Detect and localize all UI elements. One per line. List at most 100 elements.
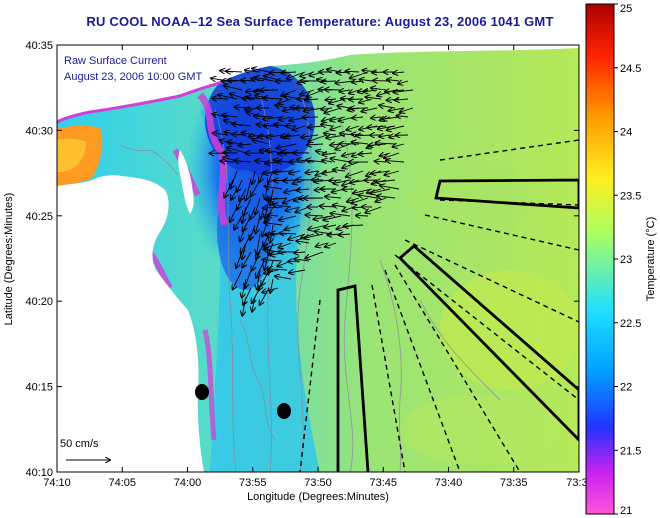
current-vector — [393, 72, 405, 73]
current-vector — [351, 197, 369, 203]
current-vector — [245, 269, 252, 288]
station-marker — [277, 403, 291, 419]
sector-east — [434, 178, 579, 210]
current-vector — [231, 188, 238, 200]
current-vector — [242, 296, 247, 316]
current-vector — [256, 260, 265, 278]
current-vector — [346, 71, 360, 72]
colorbar-tick-label: 21.5 — [620, 445, 641, 457]
current-vector — [362, 108, 378, 111]
current-vector — [240, 224, 247, 241]
current-vector — [341, 98, 355, 99]
current-vector — [243, 215, 252, 231]
current-vector — [242, 206, 247, 223]
current-vector — [212, 98, 229, 99]
current-vector — [359, 79, 373, 81]
current-vector — [279, 215, 297, 220]
current-vector — [375, 161, 387, 162]
current-vector — [226, 71, 243, 72]
y-axis-ticks: 40:35 40:30 40:25 40:20 40:15 40:10 — [25, 40, 579, 479]
cold-edge — [197, 92, 229, 227]
cold-edge — [202, 329, 217, 441]
colorbar-tick-label: 23 — [620, 254, 632, 266]
coastline — [57, 80, 223, 124]
current-vector — [242, 278, 247, 298]
current-vector — [238, 144, 252, 145]
current-vector — [330, 159, 351, 163]
current-vector — [268, 269, 288, 270]
current-vector — [255, 197, 261, 215]
colorbar-tick-label: 22 — [620, 382, 632, 394]
colorbar-tick-label: 21 — [620, 505, 632, 517]
y-tick-label: 40:20 — [25, 296, 53, 308]
current-vector — [324, 225, 337, 228]
current-vector — [322, 153, 337, 155]
dashed-transects — [299, 139, 579, 472]
surface-current-vectors — [210, 68, 414, 316]
current-vector — [376, 198, 387, 202]
current-vector — [246, 179, 252, 201]
map-title: RU COOL NOAA–12 Sea Surface Temperature:… — [86, 14, 554, 29]
current-vector — [346, 170, 364, 177]
current-vector — [230, 206, 238, 222]
colorbar-tick-label: 22.5 — [620, 318, 641, 330]
current-vector — [365, 206, 382, 213]
y-axis-label: Latitude (Degrees:Minutes) — [3, 193, 15, 326]
current-vector — [384, 170, 400, 175]
colorbar-tick-label: 24.5 — [620, 63, 641, 75]
y-tick-label: 40:35 — [25, 40, 53, 52]
current-vector — [387, 125, 405, 130]
current-vector — [325, 197, 342, 198]
current-vector — [268, 215, 279, 216]
colorbar-ticks: 25 24.5 24 23.5 23 22.5 22 21.5 21 — [614, 3, 641, 517]
current-vector — [285, 135, 301, 137]
current-vector — [257, 269, 260, 289]
current-vector — [243, 287, 252, 305]
current-vector — [222, 115, 238, 117]
sector-south — [336, 284, 370, 472]
current-vector — [343, 225, 364, 226]
land-new-jersey — [57, 175, 204, 472]
colorbar-tick-label: 25 — [620, 3, 632, 15]
current-vector — [278, 242, 292, 248]
current-vector — [333, 170, 346, 171]
current-vector — [279, 233, 297, 234]
current-vector — [252, 140, 270, 145]
current-vector — [224, 179, 234, 198]
current-vector — [256, 215, 261, 233]
y-tick-label: 40:25 — [25, 211, 53, 223]
current-vector — [331, 213, 351, 216]
current-vector — [371, 188, 391, 193]
current-vector — [242, 251, 252, 268]
current-vector — [218, 95, 238, 100]
current-vector — [268, 198, 288, 200]
x-tick-label: 74:10 — [43, 477, 71, 489]
current-vector — [265, 186, 283, 189]
current-vector — [359, 153, 373, 154]
current-vector — [296, 241, 310, 243]
x-tick-label: 74:05 — [108, 477, 136, 489]
current-vector — [264, 223, 283, 225]
current-vector — [289, 270, 306, 273]
current-vector — [356, 215, 369, 216]
current-vector — [252, 287, 261, 303]
current-vector — [252, 251, 261, 271]
current-vector — [384, 152, 400, 158]
current-vector — [281, 72, 297, 73]
current-vector — [371, 88, 387, 90]
current-vector — [306, 160, 324, 162]
current-vector — [236, 251, 243, 268]
current-vector — [349, 99, 364, 100]
x-tick-label: 73:40 — [435, 477, 463, 489]
warm-bay — [57, 138, 86, 172]
current-vector — [285, 224, 301, 230]
y-tick-label: 40:30 — [25, 125, 53, 137]
current-vector — [232, 124, 252, 126]
current-vector — [323, 215, 342, 220]
current-vector — [242, 242, 247, 259]
current-vector — [330, 126, 342, 130]
current-vector — [305, 251, 324, 258]
current-vector — [262, 215, 270, 236]
land-sandy-hook — [178, 150, 194, 214]
current-vector — [346, 125, 360, 130]
